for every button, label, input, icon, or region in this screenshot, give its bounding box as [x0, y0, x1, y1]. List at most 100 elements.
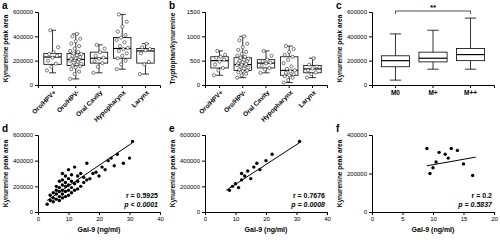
- data-point: [55, 185, 58, 188]
- tick-mark: [122, 85, 123, 88]
- data-point: [291, 76, 294, 79]
- data-point: [224, 53, 227, 56]
- data-point: [315, 65, 318, 68]
- tick-label: 40: [157, 216, 164, 222]
- tick: 10: [66, 212, 73, 222]
- tick-mark: [372, 212, 373, 215]
- annotation: **: [430, 3, 437, 12]
- data-point: [437, 151, 440, 154]
- x-axis: 05101520: [371, 212, 499, 222]
- data-point: [78, 44, 81, 47]
- data-point: [221, 66, 224, 69]
- data-point: [215, 56, 218, 59]
- tick-mark: [369, 212, 372, 213]
- data-point: [64, 190, 67, 193]
- data-point: [144, 49, 147, 52]
- data-point: [69, 77, 72, 80]
- data-point: [117, 49, 120, 52]
- tick-mark: [369, 85, 372, 86]
- data-point: [126, 46, 129, 49]
- data-point: [103, 47, 106, 50]
- tick-mark: [369, 36, 372, 37]
- data-point: [55, 197, 58, 200]
- tick-mark: [205, 212, 206, 215]
- tick-label: 5: [401, 216, 405, 222]
- data-point: [121, 54, 124, 57]
- data-point: [431, 166, 434, 169]
- data-point: [74, 57, 77, 60]
- tick-label: 0: [197, 209, 201, 215]
- data-point: [264, 159, 267, 162]
- tick-label: Oro/HPV+: [198, 88, 225, 115]
- whisker-cap-min: [119, 69, 126, 70]
- panel-label: f: [336, 123, 340, 134]
- data-point: [102, 56, 105, 59]
- tick-label: 10: [233, 216, 240, 222]
- tick-mark: [202, 135, 205, 136]
- axis-line: [202, 136, 206, 213]
- tick-mark: [35, 135, 38, 136]
- data-point: [45, 203, 48, 206]
- data-point: [252, 165, 255, 168]
- tick-mark: [202, 161, 205, 162]
- data-point: [125, 52, 128, 55]
- data-point: [241, 45, 244, 48]
- tick: Hypopharynx: [259, 85, 294, 124]
- tick: 40: [157, 212, 164, 222]
- box: [281, 46, 298, 83]
- data-point: [70, 191, 73, 194]
- data-point: [289, 70, 292, 73]
- data-point: [245, 50, 248, 53]
- tick-mark: [470, 85, 471, 88]
- tick-label: 0: [204, 216, 208, 222]
- data-point: [288, 74, 291, 77]
- data-point: [270, 54, 273, 57]
- axis-line: [373, 213, 495, 216]
- whisker-cap-min: [309, 77, 316, 78]
- tick: 0: [204, 212, 208, 222]
- annotation: p = 0.0008: [290, 201, 325, 209]
- data-point: [308, 63, 311, 66]
- data-point: [73, 72, 76, 75]
- axis-line: [206, 86, 328, 89]
- data-point: [73, 165, 76, 168]
- whisker-lower: [395, 67, 396, 80]
- tick: 200000: [180, 184, 205, 190]
- annotation: p < 0.0001: [123, 201, 158, 209]
- data-point: [120, 36, 123, 39]
- data-point: [61, 178, 64, 181]
- box-body: [211, 57, 228, 68]
- box: [67, 34, 84, 79]
- data-point: [103, 168, 106, 171]
- tick-label: 0: [30, 209, 34, 215]
- tick-mark: [369, 61, 372, 62]
- data-point: [71, 35, 74, 38]
- data-point: [285, 67, 288, 70]
- data-point: [120, 63, 123, 66]
- tick: 0: [30, 82, 38, 88]
- data-point: [58, 180, 61, 183]
- data-point: [293, 69, 296, 72]
- data-point: [75, 32, 78, 35]
- tick-mark: [242, 85, 243, 88]
- data-point: [116, 30, 119, 33]
- tick-label: 600000: [347, 9, 368, 15]
- box: [114, 14, 131, 69]
- panel: a0200000400000600000Kynurenine peak area…: [2, 0, 161, 124]
- data-point: [262, 49, 265, 52]
- data-point: [113, 164, 116, 167]
- data-point: [116, 57, 119, 60]
- tick-label: 200000: [13, 184, 34, 190]
- panel-label: b: [169, 0, 175, 11]
- data-point: [282, 81, 285, 84]
- tick: 20: [491, 212, 498, 222]
- plot-area: [44, 13, 154, 81]
- box: [234, 36, 251, 77]
- x-axis: Oro/HPV+Oro/HPV-Oral CavityHypopharynxLa…: [31, 85, 161, 124]
- box: [419, 30, 447, 69]
- data-point: [447, 156, 450, 159]
- tick-label: 500: [190, 58, 201, 64]
- data-point: [287, 79, 290, 82]
- tick: 1000: [187, 34, 205, 40]
- tick: 10: [233, 212, 240, 222]
